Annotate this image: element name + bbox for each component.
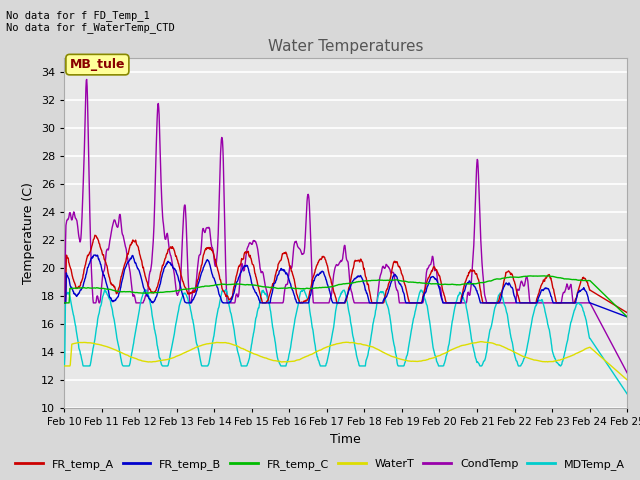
MDTemp_A <box>557 363 564 369</box>
FR_temp_C <box>623 314 631 320</box>
CondTemp <box>623 370 631 376</box>
CondTemp <box>433 276 441 282</box>
FR_temp_C <box>433 281 441 287</box>
Text: MB_tule: MB_tule <box>70 58 125 71</box>
CondTemp <box>507 300 515 306</box>
WaterT <box>477 339 484 345</box>
WaterT <box>60 363 68 369</box>
Line: MDTemp_A: MDTemp_A <box>64 289 627 394</box>
CondTemp <box>249 240 257 246</box>
MDTemp_A <box>60 363 68 369</box>
MDTemp_A <box>623 391 631 397</box>
FR_temp_A <box>623 310 631 315</box>
Title: Water Temperatures: Water Temperatures <box>268 39 423 54</box>
WaterT <box>186 348 193 353</box>
FR_temp_B <box>557 300 564 306</box>
FR_temp_B <box>507 284 515 290</box>
CondTemp <box>172 287 180 292</box>
Line: FR_temp_C: FR_temp_C <box>64 276 627 317</box>
WaterT <box>507 348 515 353</box>
FR_temp_A <box>172 253 180 259</box>
CondTemp <box>186 299 193 304</box>
Text: No data for f FD_Temp_1
No data for f_WaterTemp_CTD: No data for f FD_Temp_1 No data for f_Wa… <box>6 10 175 33</box>
WaterT <box>623 377 631 383</box>
FR_temp_A <box>91 232 99 238</box>
FR_temp_B <box>623 314 631 320</box>
FR_temp_A <box>60 300 68 306</box>
FR_temp_C <box>172 288 179 294</box>
FR_temp_B <box>90 252 98 258</box>
Line: WaterT: WaterT <box>64 342 627 380</box>
FR_temp_B <box>433 279 441 285</box>
FR_temp_C <box>507 274 515 280</box>
WaterT <box>248 350 256 356</box>
FR_temp_B <box>186 300 193 306</box>
FR_temp_C <box>60 300 68 306</box>
CondTemp <box>83 77 90 83</box>
FR_temp_C <box>186 286 193 292</box>
Line: FR_temp_A: FR_temp_A <box>64 235 627 312</box>
FR_temp_B <box>60 300 68 306</box>
WaterT <box>172 354 179 360</box>
FR_temp_A <box>507 271 515 277</box>
Legend: FR_temp_A, FR_temp_B, FR_temp_C, WaterT, CondTemp, MDTemp_A: FR_temp_A, FR_temp_B, FR_temp_C, WaterT,… <box>10 455 630 474</box>
MDTemp_A <box>249 335 257 341</box>
X-axis label: Time: Time <box>330 432 361 445</box>
Line: CondTemp: CondTemp <box>64 80 627 373</box>
MDTemp_A <box>222 287 230 292</box>
Y-axis label: Temperature (C): Temperature (C) <box>22 182 35 284</box>
FR_temp_A <box>433 269 441 275</box>
FR_temp_A <box>186 291 193 297</box>
MDTemp_A <box>507 335 515 340</box>
MDTemp_A <box>172 323 179 328</box>
CondTemp <box>60 300 68 306</box>
FR_temp_B <box>249 283 257 288</box>
FR_temp_C <box>526 273 534 279</box>
MDTemp_A <box>186 301 193 307</box>
FR_temp_C <box>248 282 256 288</box>
WaterT <box>557 357 564 362</box>
FR_temp_C <box>557 275 564 281</box>
FR_temp_A <box>249 262 257 267</box>
WaterT <box>433 353 441 359</box>
FR_temp_A <box>557 300 564 306</box>
MDTemp_A <box>433 360 441 366</box>
FR_temp_B <box>172 268 180 274</box>
CondTemp <box>557 300 564 306</box>
Line: FR_temp_B: FR_temp_B <box>64 255 627 317</box>
